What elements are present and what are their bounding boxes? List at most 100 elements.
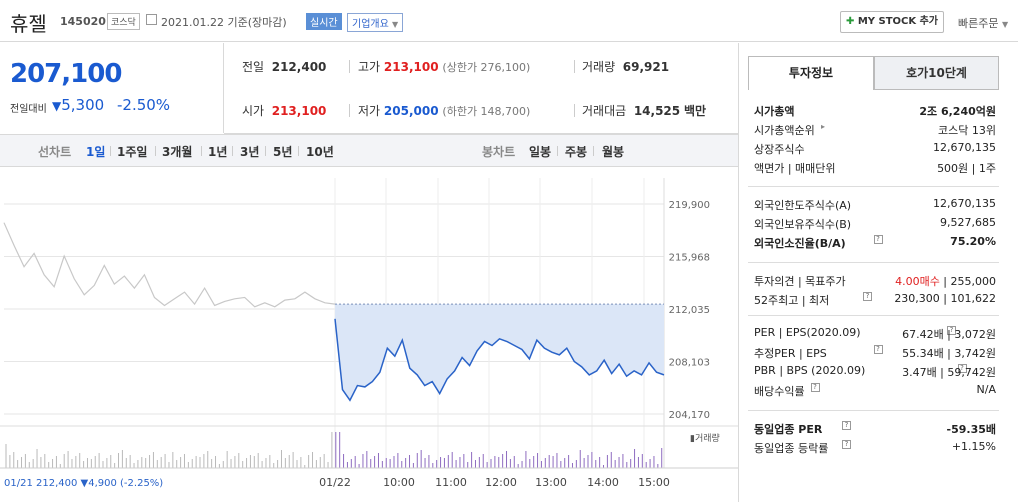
info-row-label: 투자의견 | 목표주가 (754, 275, 846, 288)
y-tick-label: 204,170 (669, 410, 710, 421)
divider (748, 262, 999, 263)
realtime-button[interactable]: 실시간 (306, 13, 342, 30)
high-label: 고가 (358, 60, 381, 74)
info-row-value: 4.00매수 | 255,000 (895, 273, 996, 289)
help-icon[interactable]: ? (957, 364, 967, 373)
candle-daily[interactable]: 일봉 (529, 145, 552, 159)
help-icon[interactable]: ? (810, 383, 820, 392)
period-bar (0, 134, 738, 167)
prev-day-summary: 01/21 212,400 ▼4,900 (-2.25%) (4, 478, 163, 489)
today-area (335, 304, 664, 401)
info-row-value: 55.34배 | 3,742원 (902, 347, 996, 360)
info-row-label: 외국인보유주식수(B) (754, 218, 852, 231)
chevron-down-icon: ▼ (1001, 20, 1009, 29)
price-chart[interactable]: 219,900 215,968 212,035 208,103 204,170 ▮거래량 0… (0, 168, 738, 502)
stock-name: 휴젤 (10, 12, 47, 36)
info-row-label: 액면가 | 매매단위 (754, 162, 836, 175)
info-row-label: 외국인한도주식수(A) (754, 199, 852, 212)
info-row: 액면가 | 매매단위 500원 | 1주 (754, 160, 996, 176)
info-row: 시가총액순위 ▸ 코스닥 13위 (754, 122, 996, 138)
info-row-value: 코스닥 13위 (938, 124, 996, 137)
info-row: 외국인소진율(B/A)? 75.20% (754, 235, 996, 251)
x-tick-label: 13:00 (535, 476, 567, 489)
divider (232, 146, 233, 156)
low-price: 저가 205,000 (하한가 148,700) (358, 102, 530, 119)
info-row: 추정PER | EPS? 55.34배 | 3,742원 (754, 345, 996, 361)
divider (574, 104, 575, 117)
info-row-label: 시가총액 (754, 105, 795, 118)
info-row-value: 75.20% (950, 235, 996, 248)
info-row: 동일업종 등락률? +1.15% (754, 440, 996, 456)
tab-orderbook[interactable]: 호가10단계 (874, 56, 999, 90)
current-price: 207,100 (10, 59, 122, 89)
corp-summary-label: 기업개요 (352, 19, 389, 30)
info-row: 시가총액 2조 6,240억원 (754, 103, 996, 119)
help-icon[interactable]: ? (842, 440, 851, 449)
high-value: 213,100 (383, 60, 439, 74)
divider (748, 315, 999, 316)
period-3m[interactable]: 3개월 (162, 145, 193, 159)
period-3y[interactable]: 3년 (240, 145, 260, 159)
divider (201, 146, 202, 156)
candle-monthly[interactable]: 월봉 (602, 145, 625, 159)
help-icon[interactable]: ? (863, 292, 872, 301)
price-change: ▼5,300 (52, 96, 104, 114)
info-row-label: 상장주식수 (754, 143, 805, 156)
calendar-icon (146, 14, 157, 25)
info-row-label: 동일업종 PER (754, 423, 823, 436)
high-price: 고가 213,100 (상한가 276,100) (358, 58, 530, 75)
info-row-value: 67.42배 | 3,072원 (902, 328, 996, 341)
prev-close: 전일 212,400 (242, 58, 326, 75)
info-row-value: -59.35배 (946, 423, 996, 436)
quick-order-button[interactable]: 빠른주문 ▼ (958, 15, 1008, 31)
mystock-label: MY STOCK 추가 (857, 16, 939, 27)
open-value: 213,100 (271, 104, 327, 118)
divider (593, 146, 594, 156)
info-row-label: 시가총액순위 (754, 124, 815, 137)
divider (155, 146, 156, 156)
lower-limit: (하한가 148,700) (442, 105, 531, 118)
help-icon[interactable]: ? (873, 345, 883, 354)
amount-unit: 백만 (683, 104, 707, 118)
divider (298, 146, 299, 156)
info-row-value: 2조 6,240억원 (919, 105, 996, 118)
y-tick-label: 215,968 (669, 253, 710, 264)
info-row-value: 12,670,135 (933, 141, 996, 154)
info-row-label: 52주최고 | 최저 (754, 294, 830, 307)
help-icon[interactable]: ? (842, 421, 851, 430)
divider (574, 60, 575, 73)
prev-value: 212,400 (271, 60, 327, 74)
amount-value: 14,525 (633, 104, 681, 118)
add-mystock-button[interactable]: ✚ MY STOCK 추가 (840, 11, 944, 33)
info-row-label: 추정PER | EPS (754, 347, 827, 360)
period-10y[interactable]: 10년 (306, 145, 334, 159)
down-triangle-icon: ▼ (52, 99, 62, 113)
candle-weekly[interactable]: 주봉 (565, 145, 588, 159)
info-row-label: 동일업종 등락률 (754, 442, 829, 455)
date-text: 2021.01.22 기준(장마감) (161, 16, 287, 29)
price-change-pct: -2.50% (117, 96, 171, 114)
divider (557, 146, 558, 156)
period-1w[interactable]: 1주일 (117, 145, 148, 159)
chevron-right-icon[interactable]: ▸ (821, 122, 826, 131)
help-icon[interactable]: ? (873, 235, 883, 244)
info-row-label: PER | EPS(2020.09) (754, 326, 861, 339)
help-icon[interactable]: ? (947, 326, 956, 335)
amount-label: 거래대금 (582, 104, 627, 118)
x-tick-label: 11:00 (435, 476, 467, 489)
period-1d[interactable]: 1일 (86, 145, 106, 159)
info-row-label: 외국인소진율(B/A) (754, 237, 846, 250)
divider (748, 186, 999, 187)
info-panel (738, 43, 1018, 502)
tab-invest-info[interactable]: 투자정보 (748, 56, 874, 90)
corp-summary-dropdown[interactable]: 기업개요 ▼ (347, 13, 404, 32)
volume: 거래량 69,921 (582, 58, 669, 75)
divider (349, 104, 350, 117)
x-tick-label: 10:00 (383, 476, 415, 489)
line-chart-label: 선차트 (38, 145, 72, 159)
y-tick-label: 219,900 (669, 200, 710, 211)
info-row-value: +1.15% (951, 440, 996, 453)
info-row: 상장주식수 12,670,135 (754, 141, 996, 157)
period-1y[interactable]: 1년 (208, 145, 228, 159)
period-5y[interactable]: 5년 (273, 145, 293, 159)
